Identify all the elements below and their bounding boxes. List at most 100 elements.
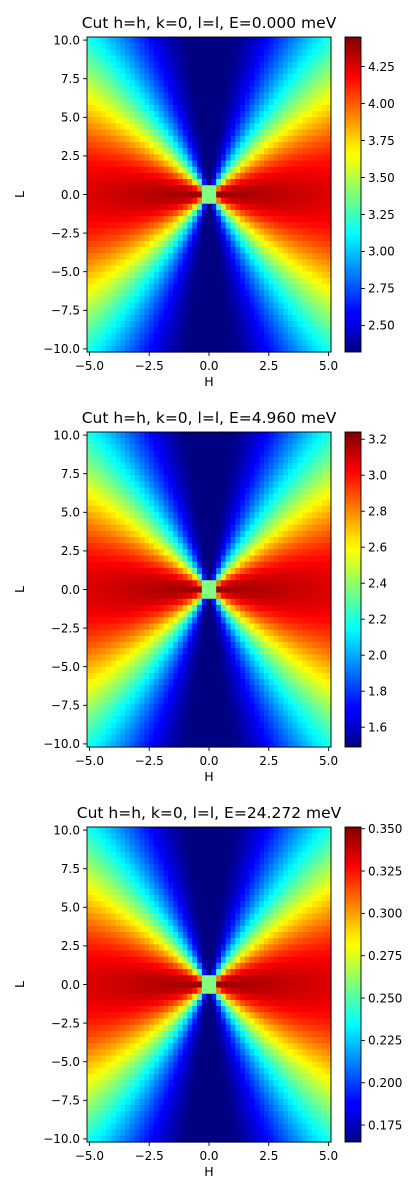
heatmap-cell	[307, 253, 313, 260]
heatmap-cell	[249, 271, 256, 279]
heatmap-cell	[283, 86, 289, 94]
heatmap-cell	[144, 598, 150, 606]
heatmap-cell	[125, 185, 131, 193]
heatmap-cell	[163, 592, 169, 600]
heatmap-cell	[153, 469, 160, 476]
heatmap-cell	[211, 265, 217, 273]
heatmap-cell	[302, 142, 308, 149]
heatmap-cell	[311, 623, 318, 631]
heatmap-cell	[158, 86, 165, 94]
heatmap-cell	[110, 611, 117, 618]
heatmap-cell	[163, 598, 169, 606]
heatmap-cell	[91, 234, 98, 242]
heatmap-cell	[216, 339, 222, 347]
heatmap-cell	[216, 179, 222, 186]
heatmap-cell	[101, 37, 107, 44]
heatmap-cell	[211, 685, 217, 693]
heatmap-cell	[91, 290, 98, 298]
heatmap-cell	[302, 117, 308, 125]
heatmap-cell	[197, 438, 203, 445]
heatmap-cell	[201, 98, 208, 106]
heatmap-cell	[110, 574, 117, 581]
heatmap-cell	[311, 611, 318, 618]
heatmap-cell	[173, 321, 179, 328]
heatmap-cell	[264, 308, 270, 316]
heatmap-cell	[163, 222, 169, 230]
heatmap-cell	[235, 537, 241, 544]
heatmap-cell	[120, 660, 126, 668]
heatmap-cell	[197, 166, 203, 174]
heatmap-cell	[220, 685, 227, 693]
heatmap-cell	[87, 234, 93, 242]
heatmap-cell	[149, 228, 155, 236]
heatmap-cell	[259, 648, 265, 655]
heatmap-cell	[144, 512, 150, 520]
heatmap-cell	[134, 74, 141, 81]
heatmap-cell	[201, 586, 208, 594]
heatmap-cell	[91, 321, 98, 328]
heatmap-cell	[240, 561, 246, 569]
heatmap-cell	[311, 462, 318, 470]
heatmap-cell	[283, 98, 289, 106]
heatmap-cell	[106, 660, 112, 668]
heatmap-cell	[287, 561, 294, 569]
heatmap-cell	[235, 432, 241, 439]
heatmap-cell	[287, 432, 294, 439]
heatmap-cell	[326, 549, 332, 557]
heatmap-cell	[216, 98, 222, 106]
heatmap-cell	[297, 277, 303, 285]
heatmap-cell	[106, 580, 112, 588]
heatmap-cell	[302, 518, 308, 526]
heatmap-cell	[163, 148, 169, 155]
heatmap-cell	[149, 271, 155, 279]
heatmap-cell	[177, 679, 184, 686]
heatmap-cell	[168, 203, 174, 211]
heatmap-cell	[259, 49, 265, 57]
heatmap-cell	[101, 524, 107, 532]
heatmap-cell	[110, 333, 117, 341]
heatmap-cell	[307, 543, 313, 550]
heatmap-cell	[182, 685, 189, 693]
heatmap-cell	[144, 654, 150, 662]
heatmap-cell	[326, 456, 332, 464]
heatmap-cell	[125, 648, 131, 655]
heatmap-cell	[316, 462, 323, 470]
heatmap-cell	[249, 691, 256, 699]
heatmap-cell	[197, 55, 203, 63]
heatmap-cell	[125, 277, 131, 285]
heatmap-cell	[225, 203, 232, 211]
heatmap-cell	[292, 185, 299, 193]
heatmap-cell	[278, 191, 284, 199]
heatmap-cell	[110, 549, 117, 557]
heatmap-cell	[177, 462, 184, 470]
heatmap-cell	[120, 623, 126, 631]
heatmap-cell	[173, 691, 179, 699]
heatmap-cell	[201, 203, 208, 211]
heatmap-cell	[311, 475, 318, 483]
heatmap-cell	[302, 234, 308, 242]
heatmap-cell	[192, 617, 198, 625]
heatmap-cell	[134, 314, 141, 322]
heatmap-cell	[302, 537, 308, 544]
heatmap-cell	[173, 444, 179, 452]
heatmap-cell	[139, 209, 146, 217]
heatmap-cell	[216, 80, 222, 88]
heatmap-cell	[144, 530, 150, 538]
heatmap-cell	[326, 333, 332, 341]
heatmap-cell	[192, 679, 198, 686]
heatmap-cell	[96, 154, 102, 162]
heatmap-cell	[130, 228, 136, 236]
heatmap-cell	[197, 271, 203, 279]
heatmap-cell	[96, 555, 102, 563]
heatmap-cell	[235, 327, 241, 335]
heatmap-cell	[283, 203, 289, 211]
heatmap-cell	[197, 450, 203, 458]
heatmap-cell	[321, 111, 327, 118]
heatmap-cell	[158, 549, 165, 557]
heatmap-cell	[163, 475, 169, 483]
heatmap-cell	[225, 586, 232, 594]
heatmap-cell	[211, 703, 217, 711]
heatmap-cell	[144, 462, 150, 470]
heatmap-cell	[125, 499, 131, 507]
heatmap-cell	[182, 635, 189, 643]
